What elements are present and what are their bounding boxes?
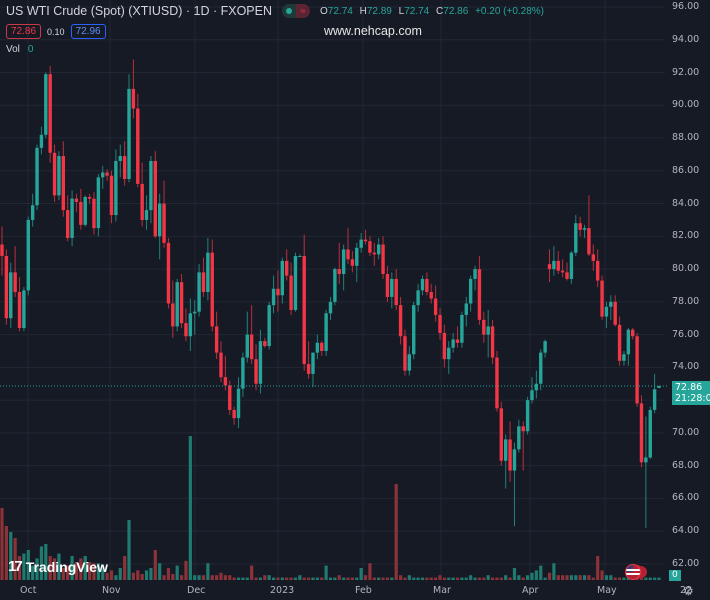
open-label: O [320,5,328,17]
price-tick: 70.00 [672,426,700,438]
spread-value: 0.10 [47,26,65,37]
ohlc-values: O72.74 H72.89 L72.74 C72.86 +0.20 (+0.28… [320,6,548,17]
price-tick: 94.00 [672,33,700,45]
volume-legend: Vol 0 [6,44,33,55]
sell-button[interactable]: 72.86 [6,24,42,39]
price-tick: 86.00 [672,164,700,176]
gear-icon[interactable]: ⚙ [683,584,694,598]
open-value: 72.74 [327,5,353,17]
price-tick: 82.00 [672,230,700,242]
market-status[interactable]: ≈ [282,4,311,18]
time-tick: Apr [522,585,539,596]
high-label: H [359,5,367,17]
price-tick: 68.00 [672,459,700,471]
price-tick: 64.00 [672,525,700,537]
low-value: 72.74 [404,5,430,17]
price-tick: 76.00 [672,328,700,340]
price-tick: 88.00 [672,132,700,144]
price-tick: 84.00 [672,197,700,209]
price-tick: 80.00 [672,263,700,275]
close-label: C [436,5,444,17]
change-value: +0.20 (+0.28%) [475,5,545,17]
symbol-title[interactable]: US WTI Crude (Spot) (XTIUSD) · 1D · FXOP… [6,4,273,18]
volume-value: 0 [27,44,34,55]
live-dot-icon [282,4,297,18]
time-tick: Oct [20,585,37,596]
time-tick: Dec [187,585,206,596]
time-tick: Mar [433,585,451,596]
price-tick: 96.00 [672,1,700,12]
volume-badge: 0 [669,570,681,581]
close-value: 72.86 [443,5,469,17]
time-tick: May [597,585,617,596]
time-tick: Feb [355,585,372,596]
tradingview-logo[interactable]: 17 TradingView [8,558,108,575]
bar-countdown: 21:28:00 [675,393,710,404]
price-tick: 74.00 [672,361,700,373]
watermark: www.nehcap.com [324,24,422,38]
high-value: 72.89 [366,5,392,17]
price-tick: 62.00 [672,557,700,569]
low-label: L [398,5,405,17]
volume-label[interactable]: Vol [6,44,20,55]
tradingview-logo-text: TradingView [25,558,108,575]
price-tick: 78.00 [672,295,700,307]
trade-buttons: 72.86 0.10 72.96 [6,24,112,39]
price-tick: 90.00 [672,99,700,111]
price-tick: 92.00 [672,66,700,78]
last-price: 72.86 [675,382,703,393]
time-tick: Nov [102,585,121,596]
time-tick: 2023 [270,585,295,596]
price-tick: 66.00 [672,492,700,504]
market-closed-icon: ≈ [296,4,311,18]
last-price-label: 72.86 21:28:00 [672,381,710,405]
us-economic-event-icon[interactable] [625,564,641,580]
time-tick: 22 [680,585,693,596]
buy-button[interactable]: 72.96 [70,24,106,39]
tradingview-logo-icon: 17 [8,558,23,575]
symbol-legend: US WTI Crude (Spot) (XTIUSD) · 1D · FXOP… [6,4,548,18]
